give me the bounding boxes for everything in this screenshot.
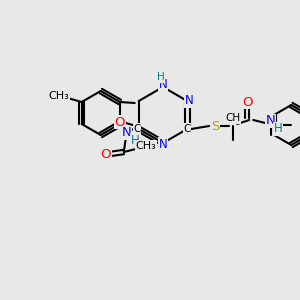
Text: N: N [159, 79, 167, 92]
Text: N: N [159, 137, 167, 151]
Text: CH₃: CH₃ [135, 141, 156, 151]
Text: C: C [184, 124, 191, 134]
Text: CH₃: CH₃ [48, 91, 69, 101]
Text: N: N [185, 94, 194, 107]
Text: N: N [266, 115, 275, 128]
Text: H: H [274, 122, 283, 136]
Text: N: N [122, 127, 132, 140]
Text: C: C [133, 124, 140, 134]
Text: O: O [115, 116, 125, 128]
Text: H: H [157, 72, 165, 82]
Text: CH: CH [226, 113, 241, 123]
Text: H: H [130, 134, 139, 146]
Text: O: O [100, 148, 111, 160]
Text: O: O [242, 95, 253, 109]
Text: S: S [211, 119, 219, 133]
